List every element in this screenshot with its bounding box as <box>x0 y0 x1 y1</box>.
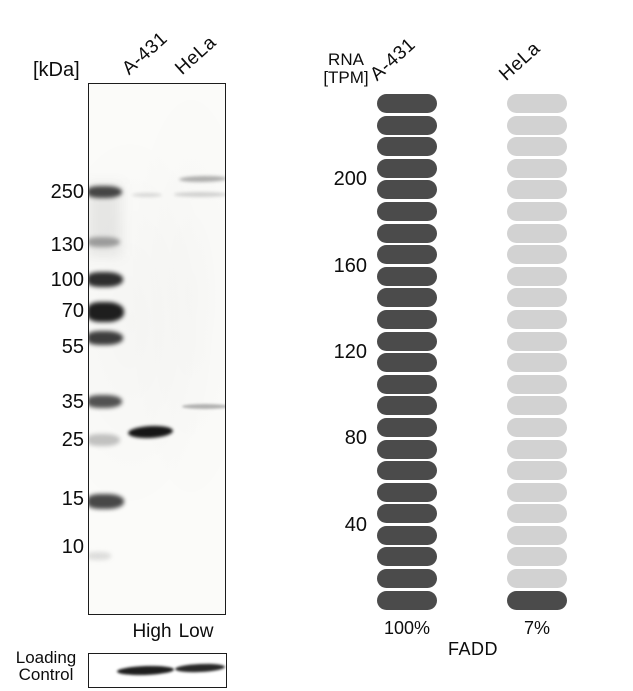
rna-bar-segment <box>377 158 437 178</box>
rna-bar-segment <box>377 115 437 135</box>
marker-label-35kda: 35 <box>61 391 84 413</box>
y-tick-200: 200 <box>333 168 367 190</box>
rna-bar-segment <box>377 245 437 265</box>
rna-bar-segment <box>507 309 567 329</box>
rna-bar-segment <box>377 439 437 459</box>
rna-bar-segment <box>507 288 567 308</box>
ladder-band-35kda <box>89 395 122 408</box>
marker-label-10kda: 10 <box>61 536 84 558</box>
rna-bar-a431 <box>377 94 437 612</box>
rna-bar-segment <box>377 547 437 567</box>
gene-name-label: FADD <box>447 639 498 659</box>
rna-bar-segment <box>377 461 437 481</box>
y-tick-120: 120 <box>333 341 367 363</box>
rna-bar-segment <box>507 439 567 459</box>
loading-control-band-1 <box>116 665 175 676</box>
rna-bar-segment <box>507 417 567 437</box>
y-tick-80: 80 <box>344 427 367 449</box>
rna-bar-segment <box>507 525 567 545</box>
percent-label-a431: 100% <box>383 618 431 638</box>
rna-bar-segment <box>507 245 567 265</box>
kda-axis-label: [kDa] <box>33 59 80 81</box>
ladder-band-55kda <box>89 331 123 345</box>
rna-bar-segment <box>377 94 437 113</box>
loading-control-panel <box>88 653 227 688</box>
ladder-band-70kda <box>89 302 124 322</box>
rna-bar-segment <box>377 396 437 416</box>
band-hela-250kda <box>174 192 225 197</box>
expression-label-low: Low <box>178 621 214 642</box>
loading-control-label: Loading Control <box>6 648 86 684</box>
ladder-band-250kda <box>89 186 122 198</box>
marker-label-15kda: 15 <box>61 488 84 510</box>
rna-label-line2: [TPM] <box>323 67 369 87</box>
rna-bar-segment <box>507 266 567 286</box>
rna-bar-segment <box>507 353 567 373</box>
marker-label-25kda: 25 <box>61 429 84 451</box>
rna-bar-segment <box>377 590 437 610</box>
ladder-band-100kda <box>89 272 123 287</box>
rna-bar-segment <box>507 180 567 200</box>
ladder-band-15kda <box>89 494 124 509</box>
rna-bar-segment <box>377 417 437 437</box>
rna-bar-segment <box>377 137 437 157</box>
rna-bar-segment <box>507 158 567 178</box>
blot-lane-label-a431: A-431 <box>118 28 172 80</box>
rna-bar-segment <box>507 590 567 610</box>
rna-bar-segment <box>507 115 567 135</box>
rna-bar-segment <box>507 504 567 524</box>
band-hela-270kda <box>178 175 225 183</box>
band-hela-33kda <box>182 404 225 409</box>
chart-lane-label-hela: HeLa <box>495 37 545 86</box>
rna-bar-segment <box>377 569 437 589</box>
rna-bar-segment <box>507 223 567 243</box>
rna-label-line1: RNA <box>328 50 364 69</box>
marker-label-70kda: 70 <box>61 300 84 322</box>
rna-bar-segment <box>377 353 437 373</box>
blot-lane-label-hela: HeLa <box>171 31 221 80</box>
loading-control-band-2 <box>174 662 226 674</box>
rna-bar-segment <box>507 94 567 113</box>
rna-bar-segment <box>507 137 567 157</box>
ladder-band-10kda <box>89 552 111 560</box>
marker-label-100kda: 100 <box>50 269 84 291</box>
marker-label-130kda: 130 <box>50 234 84 256</box>
rna-bar-hela <box>507 94 567 612</box>
marker-label-250kda: 250 <box>50 181 84 203</box>
y-tick-40: 40 <box>344 514 367 536</box>
rna-bar-segment <box>377 331 437 351</box>
western-blot-panel <box>88 83 226 615</box>
loading-control-label-line1: Loading <box>15 648 77 667</box>
rna-bar-segment <box>377 525 437 545</box>
marker-label-55kda: 55 <box>61 336 84 358</box>
rna-bar-segment <box>507 482 567 502</box>
ladder-band-25kda <box>89 434 120 446</box>
rna-bar-segment <box>507 569 567 589</box>
rna-tpm-axis-label: RNA [TPM] <box>314 51 378 86</box>
rna-bar-segment <box>377 266 437 286</box>
rna-bar-segment <box>377 201 437 221</box>
rna-bar-segment <box>507 396 567 416</box>
rna-bar-segment <box>377 482 437 502</box>
rna-bar-segment <box>377 309 437 329</box>
rna-bar-segment <box>377 504 437 524</box>
rna-bar-segment <box>507 201 567 221</box>
expression-label-high: High <box>132 621 172 642</box>
y-tick-160: 160 <box>333 255 367 277</box>
band-a431-27kda <box>127 424 174 440</box>
ladder-band-130kda <box>89 237 120 247</box>
rna-bar-segment <box>377 374 437 394</box>
rna-bar-segment <box>507 547 567 567</box>
rna-bar-segment <box>507 374 567 394</box>
rna-bar-segment <box>377 288 437 308</box>
loading-control-label-line2: Control <box>18 664 74 684</box>
rna-bar-segment <box>507 331 567 351</box>
rna-bar-segment <box>377 223 437 243</box>
rna-bar-segment <box>377 180 437 200</box>
percent-label-hela: 7% <box>523 618 550 638</box>
rna-bar-segment <box>507 461 567 481</box>
band-a431-250kda <box>132 193 162 197</box>
